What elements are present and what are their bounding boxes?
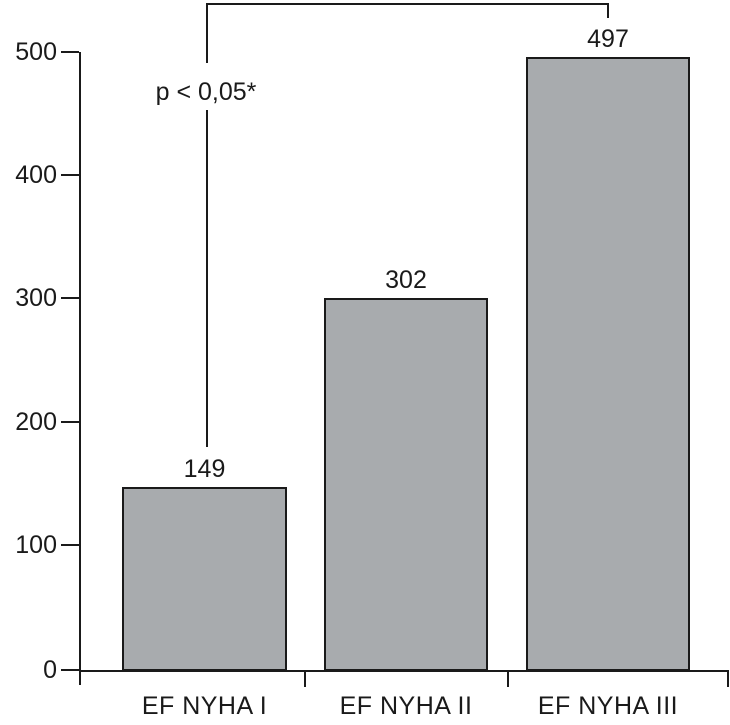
y-tick-label: 100 <box>15 531 57 559</box>
y-tick <box>61 421 79 423</box>
bar-value-label: 497 <box>587 25 629 53</box>
bar-value-label: 149 <box>183 455 226 483</box>
y-tick-label: 400 <box>15 161 57 189</box>
p-value-label: p < 0,05* <box>128 79 284 105</box>
significance-bracket-top <box>206 3 609 5</box>
x-axis-divider <box>304 672 306 687</box>
bar-ef-nyha-ii: 302 <box>324 268 488 671</box>
x-axis-line <box>79 670 729 672</box>
x-label-ef-nyha-iii: EF NYHA III <box>537 692 679 720</box>
y-tick-label: 500 <box>15 38 57 66</box>
y-tick-label: 200 <box>15 408 57 436</box>
y-tick-label: 0 <box>43 656 57 684</box>
bar-ef-nyha-i: 149 <box>122 457 287 671</box>
significance-bracket-left-lower <box>206 110 208 447</box>
x-axis-divider <box>507 672 509 687</box>
x-axis-end-tick <box>727 672 729 687</box>
y-tick <box>61 669 79 671</box>
x-label-ef-nyha-ii: EF NYHA II <box>339 692 473 720</box>
x-label-ef-nyha-i: EF NYHA I <box>141 692 268 720</box>
significance-bracket-left-upper <box>206 3 208 63</box>
y-tick-label: 300 <box>15 284 57 312</box>
bar-value-label: 302 <box>385 266 427 294</box>
y-axis-line <box>79 52 81 685</box>
y-tick <box>61 51 79 53</box>
significance-bracket-right <box>607 3 609 18</box>
y-tick <box>61 174 79 176</box>
bar-ef-nyha-iii: 497 <box>526 27 690 671</box>
y-tick <box>61 544 79 546</box>
y-tick <box>61 297 79 299</box>
